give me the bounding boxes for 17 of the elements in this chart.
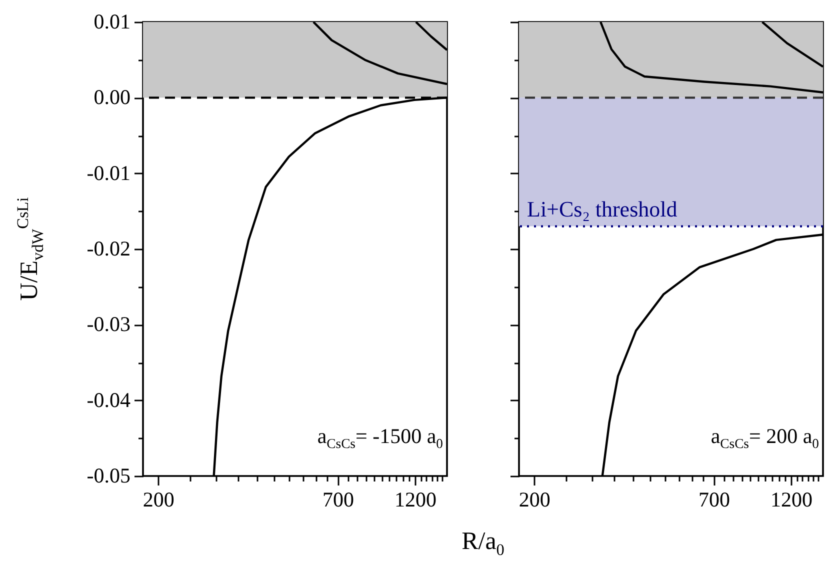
y-tick-label: -0.01 (86, 160, 130, 185)
x-tick-label: 1200 (394, 488, 437, 512)
y-tick-label: 0.01 (94, 10, 130, 34)
y-tick-label: -0.05 (86, 464, 130, 488)
y-tick-label: 0.00 (94, 85, 130, 110)
y-tick-label: -0.04 (86, 388, 131, 412)
y-tick-label: -0.02 (86, 236, 130, 260)
x-tick-label: 1200 (770, 488, 813, 512)
x-tick-label: 200 (518, 488, 550, 512)
y-tick-label: -0.03 (86, 312, 130, 336)
x-axis-title: R/a$_{0}$ (462, 528, 504, 560)
x-tick-label: 700 (322, 488, 354, 512)
x-tick-label: 200 (142, 488, 174, 512)
x-tick-label: 700 (698, 488, 730, 512)
annotation: a$_{CsCs}$= -1500 a$_{0}$ (317, 424, 443, 452)
annotation: a$_{CsCs}$= 200 a$_{0}$ (710, 424, 819, 452)
ref-line-label: Li+Cs₂ threshold (527, 196, 678, 222)
